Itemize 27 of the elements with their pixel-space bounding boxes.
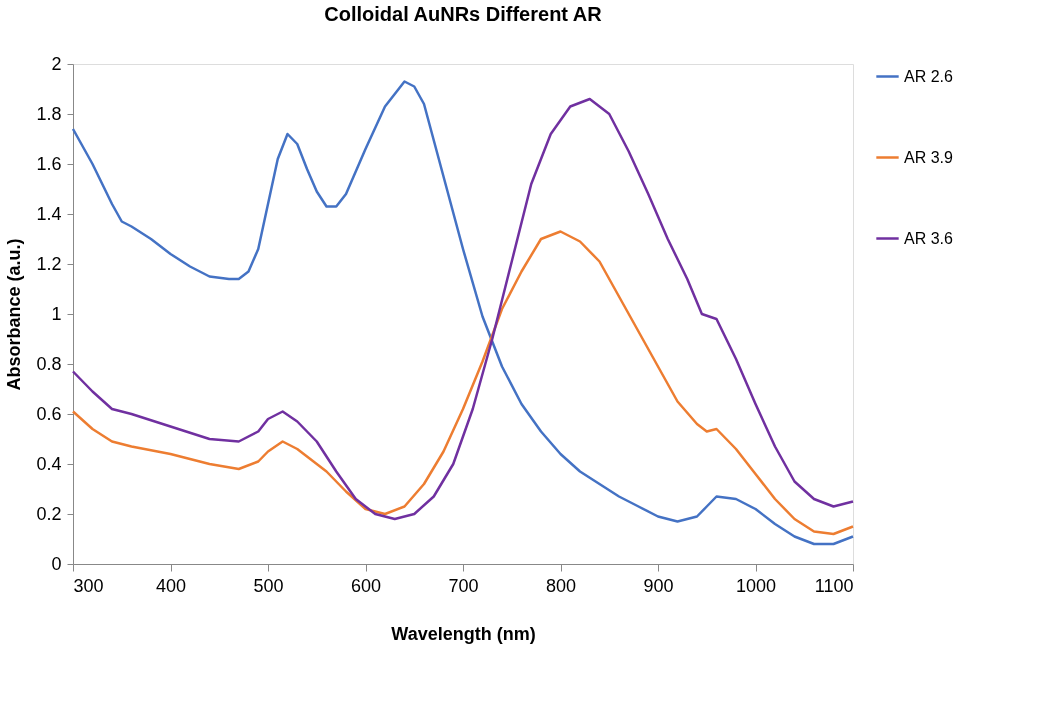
x-tick-label: 900 (643, 575, 674, 596)
y-axis-title: Absorbance (a.u.) (4, 238, 25, 391)
y-tick-label: 0 (51, 553, 62, 574)
y-tick-label: 0.2 (36, 503, 62, 524)
x-tick-label: 600 (350, 575, 382, 596)
x-axis-title: Wavelength (nm) (391, 623, 536, 644)
y-tick-label: 2 (51, 53, 62, 74)
y-tick-label: 1.6 (36, 153, 62, 174)
x-tick-label: 500 (253, 575, 284, 596)
x-tick-label: 400 (155, 575, 187, 596)
legend-label: AR 2.6 (904, 67, 954, 85)
x-tick-label: 1100 (814, 575, 854, 596)
y-tick-label: 0.6 (36, 403, 62, 424)
chart-title: Colloidal AuNRs Different AR (324, 3, 603, 25)
y-tick-label: 1 (51, 303, 62, 324)
y-tick-label: 0.8 (36, 353, 62, 374)
y-tick-label: 1.4 (36, 203, 62, 224)
legend-label: AR 3.9 (904, 148, 954, 166)
x-tick-label: 1000 (735, 575, 777, 596)
y-tick-label: 1.2 (36, 253, 62, 274)
x-tick-label: 700 (448, 575, 479, 596)
x-tick-label: 300 (73, 575, 104, 596)
x-tick-label: 800 (545, 575, 577, 596)
legend-label: AR 3.6 (904, 229, 954, 247)
y-tick-label: 1.8 (36, 103, 62, 124)
y-tick-label: 0.4 (36, 453, 62, 474)
line-series (71, 230, 855, 536)
